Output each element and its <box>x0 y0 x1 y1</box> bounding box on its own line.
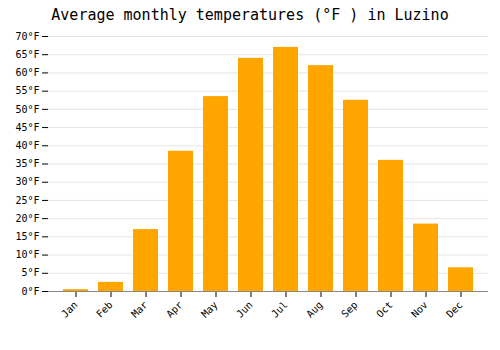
svg-text:Oct: Oct <box>374 299 395 320</box>
svg-text:45°F: 45°F <box>15 122 39 133</box>
svg-text:Sep: Sep <box>339 299 360 320</box>
svg-text:60°F: 60°F <box>15 67 39 78</box>
svg-text:20°F: 20°F <box>15 213 39 224</box>
svg-text:Jul: Jul <box>269 299 290 320</box>
svg-text:55°F: 55°F <box>15 85 39 96</box>
svg-text:Nov: Nov <box>409 299 430 320</box>
svg-text:Feb: Feb <box>94 299 115 320</box>
svg-text:0°F: 0°F <box>21 286 39 297</box>
svg-text:35°F: 35°F <box>15 158 39 169</box>
svg-text:30°F: 30°F <box>15 176 39 187</box>
svg-text:65°F: 65°F <box>15 49 39 60</box>
svg-text:Mar: Mar <box>129 299 150 320</box>
svg-text:Jun: Jun <box>234 299 255 320</box>
svg-text:Jan: Jan <box>59 299 80 320</box>
svg-text:May: May <box>199 299 220 320</box>
svg-text:15°F: 15°F <box>15 231 39 242</box>
html-text:Average monthly temperatures (: Average monthly temperatures (°F ) in Lu… <box>51 6 449 24</box>
svg-text:Aug: Aug <box>304 299 325 320</box>
svg-text:25°F: 25°F <box>15 195 39 206</box>
svg-text:Apr: Apr <box>164 299 185 320</box>
svg-text:50°F: 50°F <box>15 104 39 115</box>
svg-text:40°F: 40°F <box>15 140 39 151</box>
svg-text:10°F: 10°F <box>15 249 39 260</box>
svg-text:5°F: 5°F <box>21 267 39 278</box>
svg-text:Dec: Dec <box>444 299 465 320</box>
svg-text:70°F: 70°F <box>15 31 39 42</box>
